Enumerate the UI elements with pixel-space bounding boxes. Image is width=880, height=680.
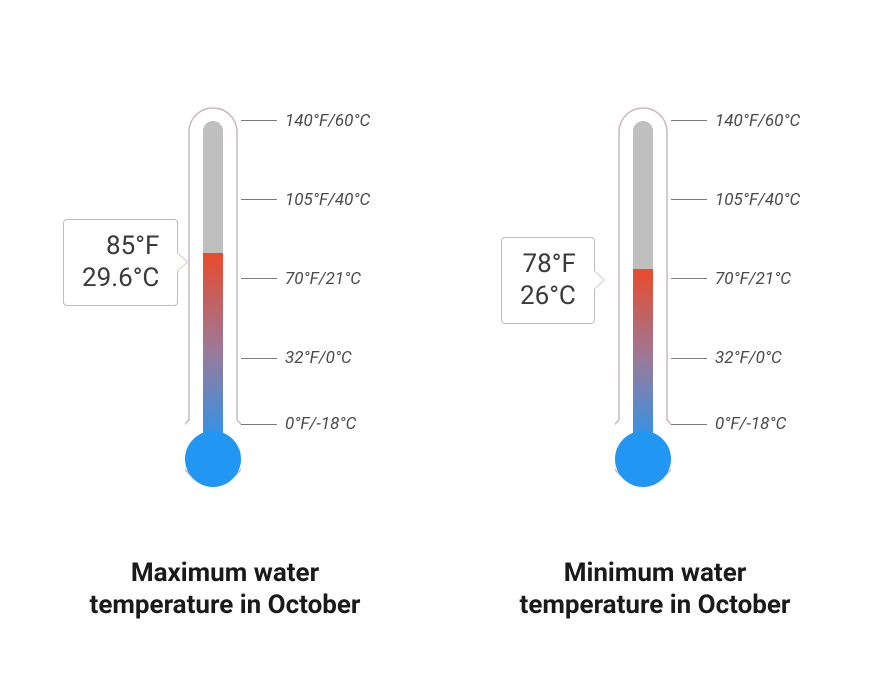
- scale-tick: 32°F/0°C: [241, 348, 401, 368]
- tick-label: 32°F/0°C: [285, 348, 352, 368]
- value-callout: 78°F 26°C: [501, 237, 595, 324]
- scale-tick: 105°F/40°C: [241, 190, 401, 210]
- caption-line1: Minimum water: [564, 558, 747, 588]
- thermometer-max: 140°F/60°C 105°F/40°C 70°F/21°C 32°F/0°C 0°F…: [45, 59, 405, 622]
- scale-ticks: 140°F/60°C105°F/40°C70°F/21°C32°F/0°C0°F…: [241, 121, 401, 451]
- tube-fill: [633, 269, 653, 451]
- scale-tick: 0°F/-18°C: [241, 414, 401, 434]
- tick-label: 140°F/60°C: [715, 111, 800, 131]
- value-callout: 85°F 29.6°C: [63, 219, 178, 306]
- tick-line: [671, 278, 707, 279]
- tick-label: 105°F/40°C: [715, 190, 800, 210]
- tick-line: [671, 199, 707, 200]
- tick-label: 0°F/-18°C: [285, 414, 356, 434]
- thermometer-bulb: [185, 431, 241, 487]
- value-celsius: 26°C: [520, 280, 576, 313]
- scale-ticks: 140°F/60°C105°F/40°C70°F/21°C32°F/0°C0°F…: [671, 121, 831, 451]
- value-celsius: 29.6°C: [82, 262, 159, 295]
- caption-line2: temperature in October: [90, 590, 361, 620]
- tick-line: [241, 278, 277, 279]
- tick-line: [671, 120, 707, 121]
- thermometer-tube: [203, 121, 223, 451]
- scale-tick: 105°F/40°C: [671, 190, 831, 210]
- tick-label: 0°F/-18°C: [715, 414, 786, 434]
- caption-line1: Maximum water: [131, 558, 319, 588]
- tick-line: [241, 199, 277, 200]
- scale-tick: 70°F/21°C: [671, 269, 831, 289]
- scale-tick: 0°F/-18°C: [671, 414, 831, 434]
- scale-tick: 70°F/21°C: [241, 269, 401, 289]
- scale-tick: 32°F/0°C: [671, 348, 831, 368]
- tick-line: [241, 358, 277, 359]
- thermometer-min: 140°F/60°C 105°F/40°C 70°F/21°C 32°F/0°C 0°F…: [475, 59, 835, 622]
- thermometer-tube: [633, 121, 653, 451]
- tick-line: [241, 120, 277, 121]
- thermometer-graphic: 140°F/60°C 105°F/40°C 70°F/21°C 32°F/0°C 0°F…: [475, 59, 835, 539]
- scale-tick: 140°F/60°C: [671, 111, 831, 131]
- caption-line2: temperature in October: [520, 590, 791, 620]
- tick-line: [241, 424, 277, 425]
- tube-fill: [203, 253, 223, 451]
- thermometer-graphic: 140°F/60°C 105°F/40°C 70°F/21°C 32°F/0°C 0°F…: [45, 59, 405, 539]
- value-fahrenheit: 78°F: [520, 248, 576, 281]
- caption: Minimum water temperature in October: [520, 557, 791, 622]
- tick-label: 105°F/40°C: [285, 190, 370, 210]
- thermometer-bulb: [615, 431, 671, 487]
- value-fahrenheit: 85°F: [82, 230, 159, 263]
- scale-tick: 140°F/60°C: [241, 111, 401, 131]
- tick-label: 140°F/60°C: [285, 111, 370, 131]
- tick-label: 32°F/0°C: [715, 348, 782, 368]
- tick-line: [671, 424, 707, 425]
- tick-label: 70°F/21°C: [715, 269, 791, 289]
- tick-label: 70°F/21°C: [285, 269, 361, 289]
- caption: Maximum water temperature in October: [90, 557, 361, 622]
- tick-line: [671, 358, 707, 359]
